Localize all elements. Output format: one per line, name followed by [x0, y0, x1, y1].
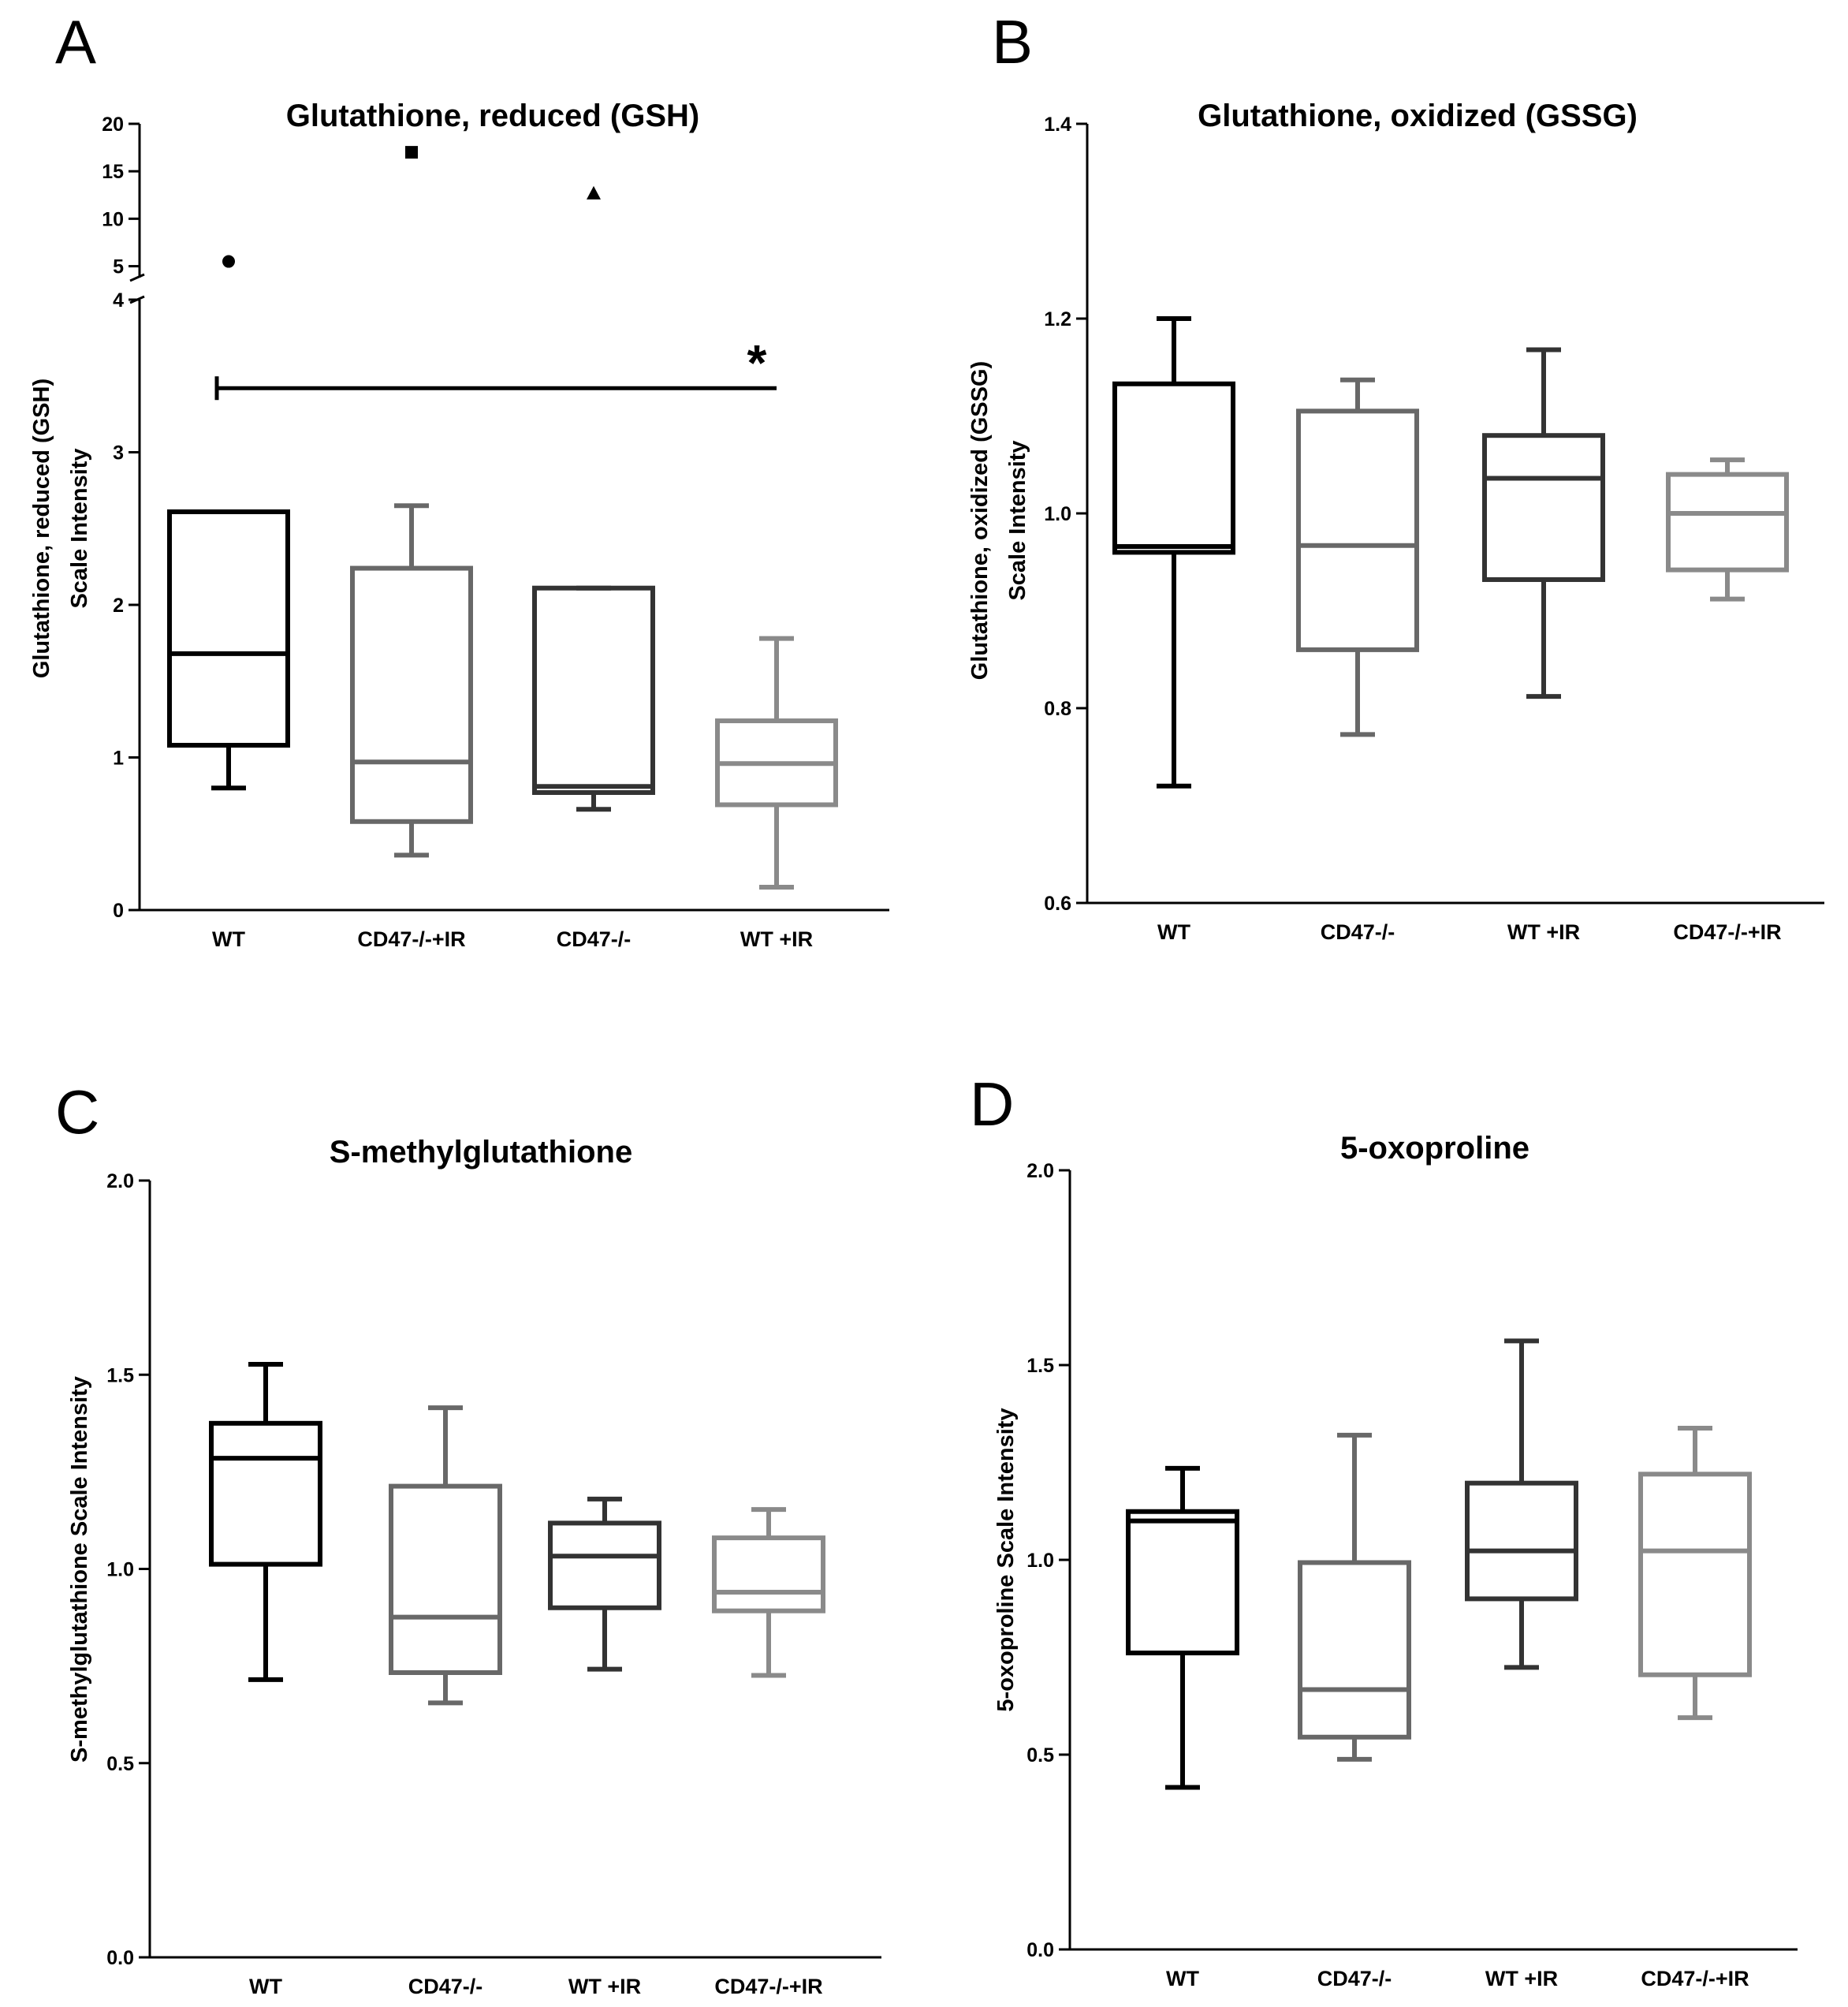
y-tick-label: 2: [113, 595, 124, 617]
x-category-label: WT: [212, 927, 245, 951]
x-category-label: CD47-/-: [557, 927, 632, 951]
significance-star: *: [747, 334, 767, 391]
y-tick-label: 1.5: [1026, 1355, 1054, 1377]
panel-d: D 5-oxoproline 5-oxoproline Scale Intensit…: [970, 1069, 1798, 1990]
box-3: [1638, 1426, 1752, 1721]
box-0: [209, 1361, 322, 1682]
box-0: [1112, 316, 1235, 789]
panel-b: B Glutathione, oxidized (GSSG) Glutathione…: [967, 7, 1824, 944]
outlier-point: [405, 146, 418, 159]
axis-break-mark: [129, 273, 145, 282]
box-1: [389, 1405, 502, 1706]
x-category-label: WT +IR: [1485, 1967, 1558, 1990]
x-category-label: WT +IR: [568, 1975, 641, 1998]
box-3: [1666, 457, 1789, 602]
x-category-label: WT: [1166, 1967, 1199, 1990]
panel-a: A Glutathione, reduced (GSH) Glutathione, …: [29, 7, 889, 951]
box-iqr: [1482, 433, 1605, 582]
y-tick-label: 0.6: [1044, 893, 1071, 915]
y-tick-label: 4: [113, 289, 124, 311]
box-2: [532, 585, 655, 812]
box-iqr: [548, 1520, 661, 1610]
x-category-label: CD47-/-: [408, 1975, 483, 1998]
box-0: [1126, 1465, 1239, 1790]
y-axis-title: Glutathione, oxidized (GSSG): [967, 361, 993, 680]
y-tick-label: 3: [113, 442, 124, 464]
x-category-label: WT: [1157, 920, 1190, 944]
y-tick-label: 1.2: [1044, 308, 1071, 330]
box-iqr: [1298, 1560, 1411, 1740]
panel-letter: D: [970, 1069, 1014, 1139]
outlier-point: [587, 185, 601, 200]
x-category-label: CD47-/-: [1321, 920, 1395, 944]
box-2: [548, 1496, 661, 1672]
box-iqr: [712, 1535, 825, 1613]
box-1: [1296, 377, 1419, 737]
chart-title: 5-oxoproline: [1340, 1131, 1529, 1166]
panel-letter: B: [992, 7, 1033, 76]
y-tick-label: 0.0: [106, 1947, 134, 1969]
box-0: [167, 509, 290, 791]
panel-c: C S-methylglutathione S-methylglutathione …: [55, 1077, 881, 1998]
box-1: [1298, 1432, 1411, 1762]
box-iqr: [1666, 472, 1789, 573]
y-tick-label: 1.4: [1044, 114, 1071, 136]
y-tick-label: 0.0: [1026, 1939, 1054, 1961]
box-2: [1465, 1338, 1578, 1670]
y-tick-label: 0.8: [1044, 698, 1071, 720]
y-tick-label: 0: [113, 900, 124, 922]
box-2: [1482, 347, 1605, 699]
box-iqr: [389, 1483, 502, 1675]
y-axis-title: Scale Intensity: [1005, 440, 1030, 600]
panel-letter: C: [55, 1077, 99, 1147]
outlier-point: [222, 255, 235, 268]
box-iqr: [1112, 381, 1235, 555]
x-category-label: CD47-/-+IR: [357, 927, 465, 951]
x-category-label: CD47-/-+IR: [1641, 1967, 1749, 1990]
box-3: [715, 636, 838, 890]
chart-title: Glutathione, oxidized (GSSG): [1198, 99, 1637, 133]
y-tick-label: 0.5: [1026, 1744, 1054, 1766]
box-3: [712, 1507, 825, 1678]
y-tick-label: 0.5: [106, 1753, 134, 1775]
y-tick-label: 1.0: [1044, 503, 1071, 525]
x-category-label: WT +IR: [1507, 920, 1580, 944]
x-category-label: CD47-/-+IR: [1673, 920, 1781, 944]
x-category-label: WT +IR: [740, 927, 813, 951]
x-category-label: WT: [249, 1975, 282, 1998]
y-tick-label: 20: [102, 114, 124, 136]
y-tick-label: 2.0: [1026, 1160, 1054, 1182]
chart-title: Glutathione, reduced (GSH): [286, 99, 699, 133]
x-category-label: CD47-/-: [1317, 1967, 1392, 1990]
y-axis-title: Glutathione, reduced (GSH): [29, 379, 54, 678]
box-iqr: [1296, 408, 1419, 652]
chart-title: S-methylglutathione: [330, 1135, 632, 1170]
y-tick-label: 10: [102, 208, 124, 230]
box-iqr: [350, 565, 473, 824]
box-iqr: [532, 585, 655, 796]
y-axis-title: 5-oxoproline Scale Intensity: [993, 1408, 1019, 1711]
panel-letter: A: [55, 7, 96, 76]
box-iqr: [1465, 1480, 1578, 1602]
y-axis-title: Scale Intensity: [67, 448, 92, 608]
box-iqr: [209, 1420, 322, 1567]
box-1: [350, 503, 473, 858]
box-iqr: [167, 509, 290, 748]
y-tick-label: 1.0: [1026, 1550, 1054, 1572]
y-tick-label: 1: [113, 748, 124, 770]
box-iqr: [1126, 1509, 1239, 1656]
axis-break-mark: [129, 295, 145, 304]
y-tick-label: 1.0: [106, 1559, 134, 1581]
y-axis-title: S-methylglutathione Scale Intensity: [67, 1376, 92, 1763]
y-tick-label: 5: [113, 256, 124, 278]
y-tick-label: 15: [102, 161, 124, 183]
box-iqr: [1638, 1472, 1752, 1677]
y-tick-label: 2.0: [106, 1170, 134, 1192]
y-tick-label: 1.5: [106, 1364, 134, 1386]
x-category-label: CD47-/-+IR: [714, 1975, 822, 1998]
